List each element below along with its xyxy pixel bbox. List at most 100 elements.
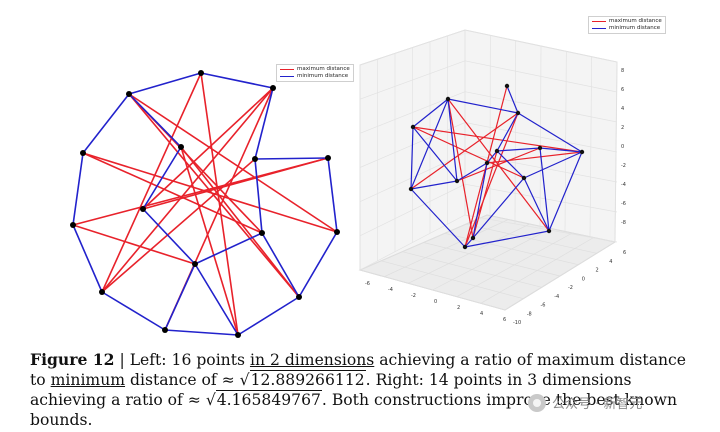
right-figure: -6 -4 -2 0 2 4 6 -10 -8 -6 -4 -2 0 2 4 6 8 6 4 2 0 -2 -4 -6 -8 m… — [355, 10, 666, 344]
legend-entry-max: maximum distance — [280, 66, 350, 73]
y-tick-label: -4 — [554, 294, 559, 300]
point — [325, 155, 331, 161]
min-distance-edge — [200, 72, 274, 89]
legend-swatch-red — [592, 21, 606, 22]
min-distance-edge — [447, 98, 519, 114]
min-distance-edge — [496, 112, 519, 152]
legend-label: maximum distance — [297, 66, 350, 72]
max-distance-edge — [464, 112, 519, 248]
min-distance-edge — [496, 150, 525, 179]
max-distance-edge — [142, 87, 274, 210]
caption-text-underlined: in 2 dimensions — [249, 351, 375, 369]
min-distance-edge — [539, 147, 583, 153]
point — [140, 206, 146, 212]
max-distance-edge — [82, 152, 338, 233]
right-plot-svg: -6 -4 -2 0 2 4 6 -10 -8 -6 -4 -2 0 2 4 6 8 6 4 2 0 -2 -4 -6 -8 — [358, 29, 626, 326]
min-distance-edge — [254, 87, 274, 160]
min-distance-edge — [539, 147, 550, 232]
point — [252, 156, 258, 162]
min-distance-edge — [523, 151, 583, 179]
sqrt-expression: √12.889266112 — [239, 370, 366, 389]
caption-text-underlined: minimum — [50, 371, 126, 389]
min-distance-edge — [506, 85, 519, 114]
point — [296, 294, 302, 300]
min-distance-edge — [254, 158, 263, 234]
point — [192, 261, 198, 267]
point — [484, 160, 490, 166]
min-distance-edge — [523, 177, 550, 232]
max-distance-edge — [412, 126, 583, 153]
max-distance-edge — [128, 93, 338, 233]
y-tick-label: -8 — [527, 311, 532, 317]
point — [515, 110, 521, 116]
y-tick-label: 6 — [623, 250, 626, 256]
legend-entry-max: maximum distance — [592, 18, 662, 25]
max-distance-edge — [486, 151, 583, 164]
legend-entry-min: minimum distance — [592, 25, 662, 32]
sqrt-expression: √4.165849767 — [205, 390, 322, 409]
caption-text: Left: 16 points — [129, 351, 250, 369]
point — [162, 327, 168, 333]
right-legend: maximum distance minimum distance — [588, 16, 666, 34]
point — [270, 85, 276, 91]
x-tick-label: -4 — [388, 287, 393, 293]
z-tick-label: 6 — [621, 87, 624, 93]
left-plot-svg — [70, 70, 340, 338]
legend-swatch-blue — [592, 28, 606, 29]
point — [445, 96, 451, 102]
legend-swatch-red — [280, 69, 294, 70]
legend-swatch-blue — [280, 76, 294, 77]
min-distance-edge — [261, 232, 300, 298]
min-distance-edge — [496, 147, 541, 152]
max-distance-edge — [82, 152, 263, 234]
caption-text: distance of ≈ — [125, 371, 240, 389]
min-distance-edge — [327, 157, 338, 233]
legend-label: minimum distance — [297, 73, 349, 79]
min-distance-edge — [472, 177, 525, 239]
min-distance-edge — [412, 126, 458, 182]
max-distance-edge — [180, 146, 239, 336]
left-legend: maximum distance minimum distance — [276, 64, 354, 82]
point — [126, 91, 132, 97]
sqrt-radicand: 4.165849767 — [215, 390, 322, 409]
z-tick-label: -2 — [621, 163, 626, 169]
z-tick-label: -4 — [621, 182, 626, 188]
caption-separator: | — [114, 351, 130, 369]
grid-line — [464, 183, 618, 213]
y-tick-label: 0 — [582, 276, 585, 282]
z-tick-label: 0 — [621, 144, 624, 150]
z-tick-label: 2 — [621, 125, 624, 131]
min-distance-edge — [410, 180, 458, 190]
max-distance-edge — [412, 126, 525, 179]
min-distance-edge — [72, 224, 103, 293]
x-tick-label: 4 — [480, 311, 483, 317]
min-distance-edge — [456, 162, 488, 182]
y-tick-label: -10 — [513, 320, 521, 326]
min-distance-edge — [194, 232, 263, 265]
point — [462, 244, 468, 250]
max-distance-edge — [101, 158, 256, 293]
min-distance-edge — [164, 263, 196, 331]
grid-line — [464, 122, 618, 153]
max-distance-edge — [72, 157, 329, 226]
point — [408, 186, 414, 192]
y-tick-label: -6 — [541, 303, 546, 309]
z-tick-label: -8 — [621, 220, 626, 226]
min-distance-edge — [410, 126, 414, 190]
left-figure: maximum distance minimum distance — [40, 52, 360, 346]
point — [504, 83, 510, 89]
min-distance-edge — [128, 93, 182, 148]
z-tick-label: 8 — [621, 68, 624, 74]
max-distance-edge — [447, 98, 474, 239]
caption-text: achieving a ratio of maximum distance to — [30, 351, 687, 389]
watermark-text: 公众号 · 新智元 — [552, 397, 643, 412]
x-tick-label: 2 — [457, 305, 460, 311]
legend-label: minimum distance — [609, 25, 661, 31]
point — [178, 144, 184, 150]
grid-line — [464, 214, 618, 243]
figure-label: Figure 12 — [30, 350, 115, 369]
grid-line — [359, 214, 466, 271]
caption-text: . Right: 14 points in 3 dimensions achie… — [30, 371, 632, 409]
point — [410, 124, 416, 130]
min-distance-edge — [447, 98, 458, 182]
